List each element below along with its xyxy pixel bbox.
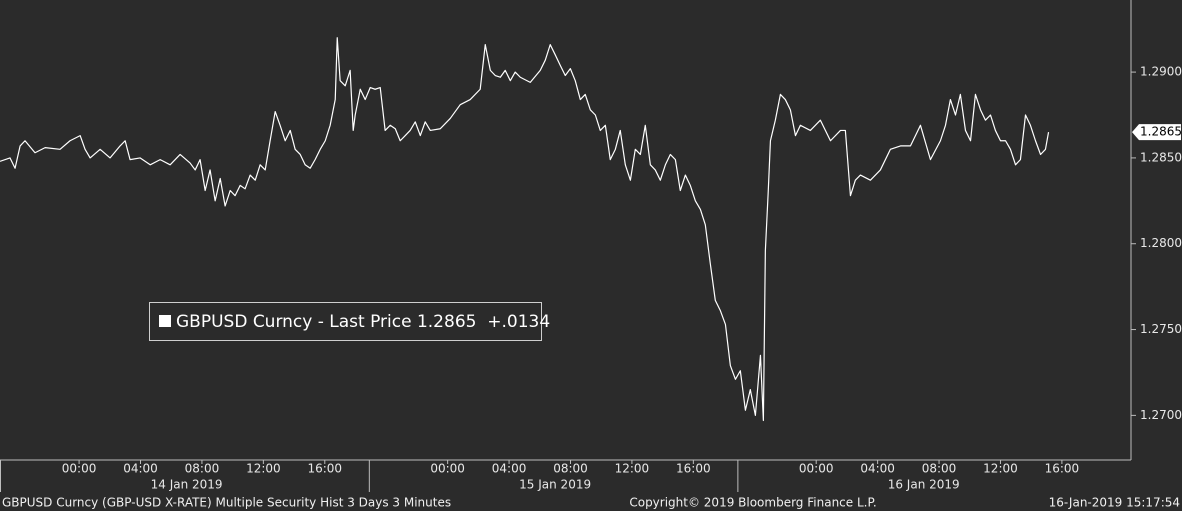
x-tick-label: 04:00 — [492, 462, 527, 476]
x-tick-label: 04:00 — [123, 462, 158, 476]
last-price-label: 1.2865 — [1140, 125, 1182, 139]
x-tick-label: 00:00 — [62, 462, 97, 476]
legend-box — [149, 302, 542, 341]
last-price-tag — [1132, 124, 1181, 141]
x-tick-label: 12:00 — [983, 462, 1018, 476]
y-tick-label: 1.2700 — [1140, 408, 1182, 422]
x-tick-label: 12:00 — [615, 462, 650, 476]
x-tick-label: 08:00 — [553, 462, 588, 476]
x-tick-label: 00:00 — [430, 462, 465, 476]
x-tick-label: 16:00 — [307, 462, 342, 476]
y-tick-label: 1.2900 — [1140, 65, 1182, 79]
x-tick-label: 16:00 — [1045, 462, 1080, 476]
day-label: 16 Jan 2019 — [888, 478, 960, 492]
legend-label: GBPUSD Curncy - Last Price 1.2865 +.0134 — [176, 312, 550, 332]
day-label: 14 Jan 2019 — [151, 478, 223, 492]
y-tick-label: 1.2750 — [1140, 322, 1182, 336]
y-tick-label: 1.2850 — [1140, 150, 1182, 164]
legend: GBPUSD Curncy - Last Price 1.2865 +.0134 — [149, 302, 550, 341]
x-tick-label: 16:00 — [676, 462, 711, 476]
day-label: 15 Jan 2019 — [519, 478, 591, 492]
legend-swatch — [159, 315, 171, 327]
x-tick-label: 08:00 — [922, 462, 957, 476]
x-tick-label: 08:00 — [185, 462, 220, 476]
footer-center: Copyright© 2019 Bloomberg Finance L.P. — [629, 496, 876, 510]
y-tick-label: 1.2800 — [1140, 236, 1182, 250]
footer-left: GBPUSD Curncy (GBP-USD X-RATE) Multiple … — [2, 496, 451, 510]
price-line — [0, 37, 1050, 422]
x-tick-label: 04:00 — [860, 462, 895, 476]
x-tick-label: 00:00 — [799, 462, 834, 476]
footer-right: 16-Jan-2019 15:17:54 — [1049, 496, 1180, 510]
x-tick-label: 12:00 — [246, 462, 281, 476]
